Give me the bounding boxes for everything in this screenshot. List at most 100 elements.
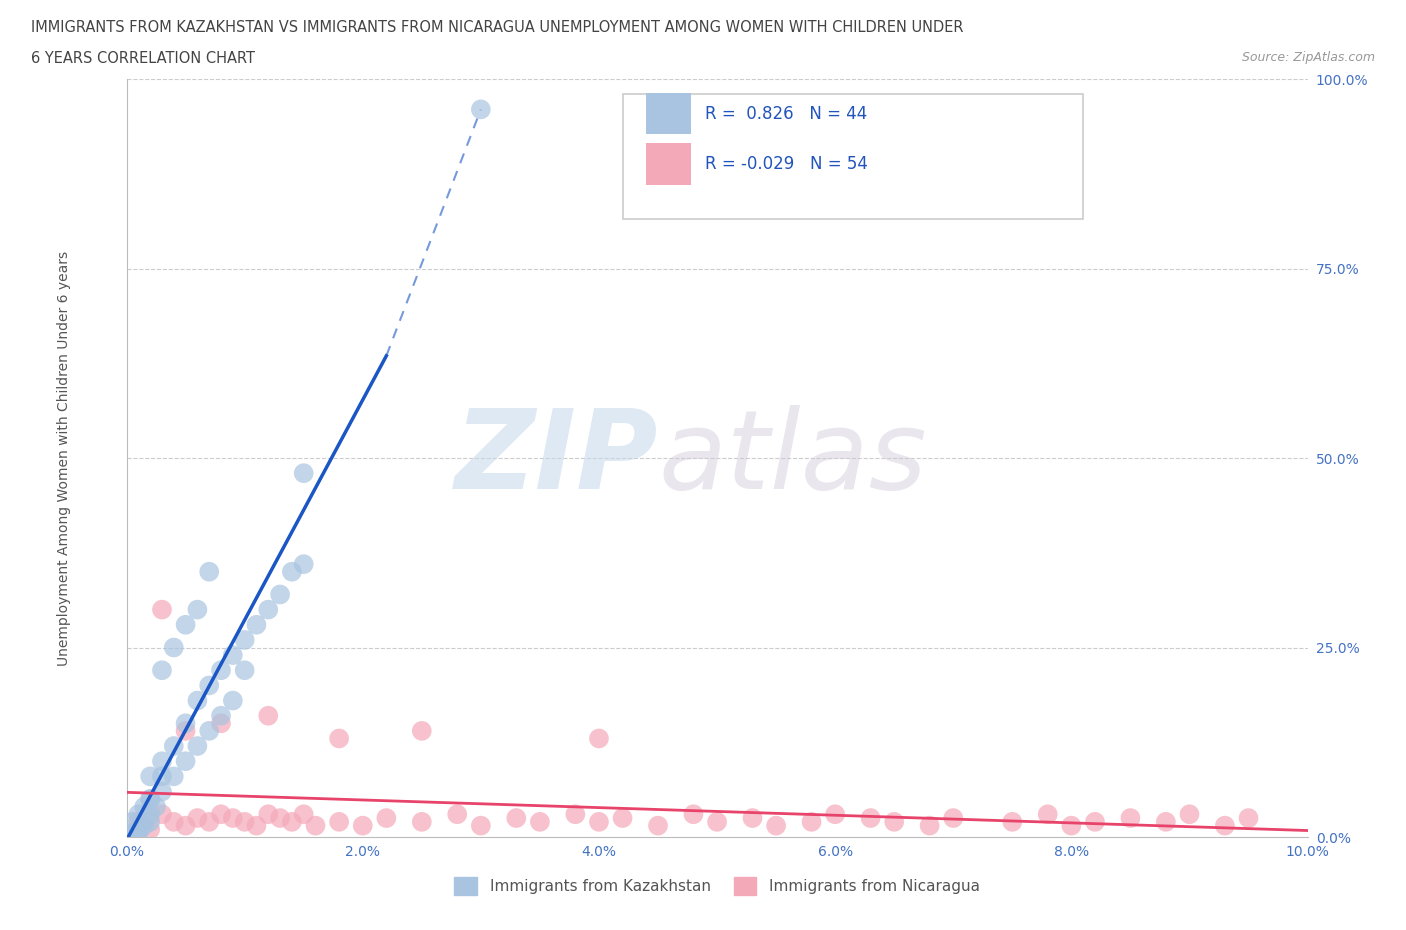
Point	[174, 818, 197, 833]
FancyBboxPatch shape	[647, 143, 692, 185]
Point	[1213, 818, 1236, 833]
Point	[292, 466, 315, 481]
Point	[163, 769, 186, 784]
Point	[1084, 815, 1107, 830]
Point	[706, 815, 728, 830]
Legend: Immigrants from Kazakhstan, Immigrants from Nicaragua: Immigrants from Kazakhstan, Immigrants f…	[449, 870, 986, 901]
Point	[292, 807, 315, 822]
Point	[1178, 807, 1201, 822]
Point	[121, 815, 143, 830]
Point	[446, 807, 468, 822]
Point	[505, 811, 527, 826]
Point	[134, 799, 156, 814]
Point	[163, 640, 186, 655]
FancyBboxPatch shape	[623, 94, 1083, 219]
Point	[198, 724, 221, 738]
FancyBboxPatch shape	[647, 93, 692, 134]
Point	[529, 815, 551, 830]
Point	[150, 753, 173, 768]
Point	[186, 738, 208, 753]
Point	[163, 815, 186, 830]
Point	[150, 769, 173, 784]
Point	[352, 818, 374, 833]
Point	[198, 565, 221, 579]
Text: atlas: atlas	[658, 405, 927, 512]
Point	[150, 603, 173, 618]
Point	[765, 818, 787, 833]
Point	[150, 663, 173, 678]
Point	[139, 822, 162, 837]
Point	[139, 807, 162, 822]
Point	[150, 784, 173, 799]
Point	[186, 603, 208, 618]
Point	[121, 826, 143, 841]
Text: R =  0.826   N = 44: R = 0.826 N = 44	[706, 104, 868, 123]
Point	[588, 815, 610, 830]
Point	[127, 807, 149, 822]
Point	[245, 618, 267, 632]
Point	[1036, 807, 1059, 822]
Point	[139, 791, 162, 806]
Point	[198, 678, 221, 693]
Point	[1060, 818, 1083, 833]
Point	[139, 815, 162, 830]
Point	[824, 807, 846, 822]
Point	[174, 724, 197, 738]
Point	[257, 709, 280, 724]
Point	[222, 811, 245, 826]
Point	[1001, 815, 1024, 830]
Point	[233, 815, 256, 830]
Text: R = -0.029   N = 54: R = -0.029 N = 54	[706, 155, 868, 173]
Point	[245, 818, 267, 833]
Point	[612, 811, 634, 826]
Point	[800, 815, 823, 830]
Point	[174, 716, 197, 731]
Y-axis label: Unemployment Among Women with Children Under 6 years: Unemployment Among Women with Children U…	[58, 250, 70, 666]
Point	[209, 663, 232, 678]
Point	[269, 587, 291, 602]
Point	[470, 818, 492, 833]
Text: 6 YEARS CORRELATION CHART: 6 YEARS CORRELATION CHART	[31, 51, 254, 66]
Point	[470, 102, 492, 117]
Point	[127, 822, 149, 837]
Point	[174, 753, 197, 768]
Point	[163, 738, 186, 753]
Point	[127, 826, 149, 841]
Point	[150, 807, 173, 822]
Point	[186, 693, 208, 708]
Point	[1154, 815, 1177, 830]
Point	[198, 815, 221, 830]
Point	[292, 557, 315, 572]
Point	[281, 815, 304, 830]
Point	[186, 811, 208, 826]
Point	[1237, 811, 1260, 826]
Point	[328, 815, 350, 830]
Point	[134, 818, 156, 833]
Point	[942, 811, 965, 826]
Point	[328, 731, 350, 746]
Point	[127, 822, 149, 837]
Point	[257, 807, 280, 822]
Point	[257, 603, 280, 618]
Point	[682, 807, 704, 822]
Point	[564, 807, 586, 822]
Point	[209, 709, 232, 724]
Point	[1119, 811, 1142, 826]
Point	[588, 731, 610, 746]
Point	[174, 618, 197, 632]
Point	[127, 815, 149, 830]
Text: IMMIGRANTS FROM KAZAKHSTAN VS IMMIGRANTS FROM NICARAGUA UNEMPLOYMENT AMONG WOMEN: IMMIGRANTS FROM KAZAKHSTAN VS IMMIGRANTS…	[31, 20, 963, 35]
Point	[139, 769, 162, 784]
Point	[304, 818, 326, 833]
Point	[741, 811, 763, 826]
Text: ZIP: ZIP	[454, 405, 658, 512]
Point	[233, 632, 256, 647]
Text: Source: ZipAtlas.com: Source: ZipAtlas.com	[1241, 51, 1375, 64]
Point	[134, 815, 156, 830]
Point	[883, 815, 905, 830]
Point	[411, 724, 433, 738]
Point	[269, 811, 291, 826]
Point	[375, 811, 398, 826]
Point	[145, 799, 167, 814]
Point	[281, 565, 304, 579]
